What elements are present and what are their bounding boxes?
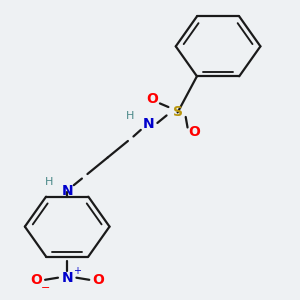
Text: N: N [61, 271, 73, 285]
Text: N: N [61, 184, 73, 198]
Text: H: H [126, 111, 135, 121]
Text: S: S [172, 105, 183, 119]
Text: N: N [142, 118, 154, 131]
Text: +: + [74, 266, 82, 276]
Text: H: H [45, 177, 53, 187]
Text: O: O [30, 273, 42, 287]
Text: O: O [188, 125, 200, 139]
Text: O: O [92, 273, 104, 287]
Text: −: − [40, 283, 50, 293]
Text: O: O [146, 92, 158, 106]
